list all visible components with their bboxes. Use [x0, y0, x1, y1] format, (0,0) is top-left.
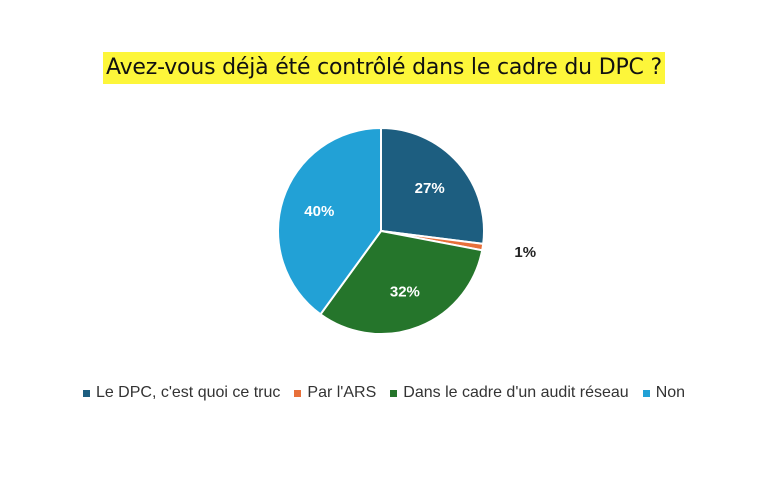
legend-swatch: [642, 389, 650, 397]
chart-title: Avez-vous déjà été contrôlé dans le cadr…: [103, 52, 665, 84]
pie-slice: [277, 126, 382, 316]
legend-label: Non: [655, 384, 686, 401]
legend-swatch: [294, 389, 302, 397]
legend-label: Par l'ARS: [307, 384, 377, 401]
legend-item: Non: [642, 384, 686, 402]
legend-label: Le DPC, c'est quoi ce truc: [95, 384, 281, 401]
slice-data-label: 27%: [415, 180, 445, 197]
slice-data-label: 32%: [390, 283, 420, 300]
legend-label: Dans le cadre d'un audit réseau: [403, 384, 629, 401]
title-wrapper: Avez-vous déjà été contrôlé dans le cadr…: [0, 52, 768, 84]
pie-slice: [319, 229, 484, 335]
legend-swatch: [82, 389, 90, 397]
legend-item: Par l'ARS: [294, 384, 376, 402]
legend: Le DPC, c'est quoi ce truc Par l'ARS Dans …: [0, 384, 768, 402]
legend-item: Dans le cadre d'un audit réseau: [390, 384, 629, 402]
pie-slice: [380, 126, 485, 246]
slice-data-label: 40%: [304, 203, 334, 220]
legend-swatch: [390, 389, 398, 397]
slice-data-label: 1%: [514, 244, 536, 261]
legend-item: Le DPC, c'est quoi ce truc: [82, 384, 281, 402]
